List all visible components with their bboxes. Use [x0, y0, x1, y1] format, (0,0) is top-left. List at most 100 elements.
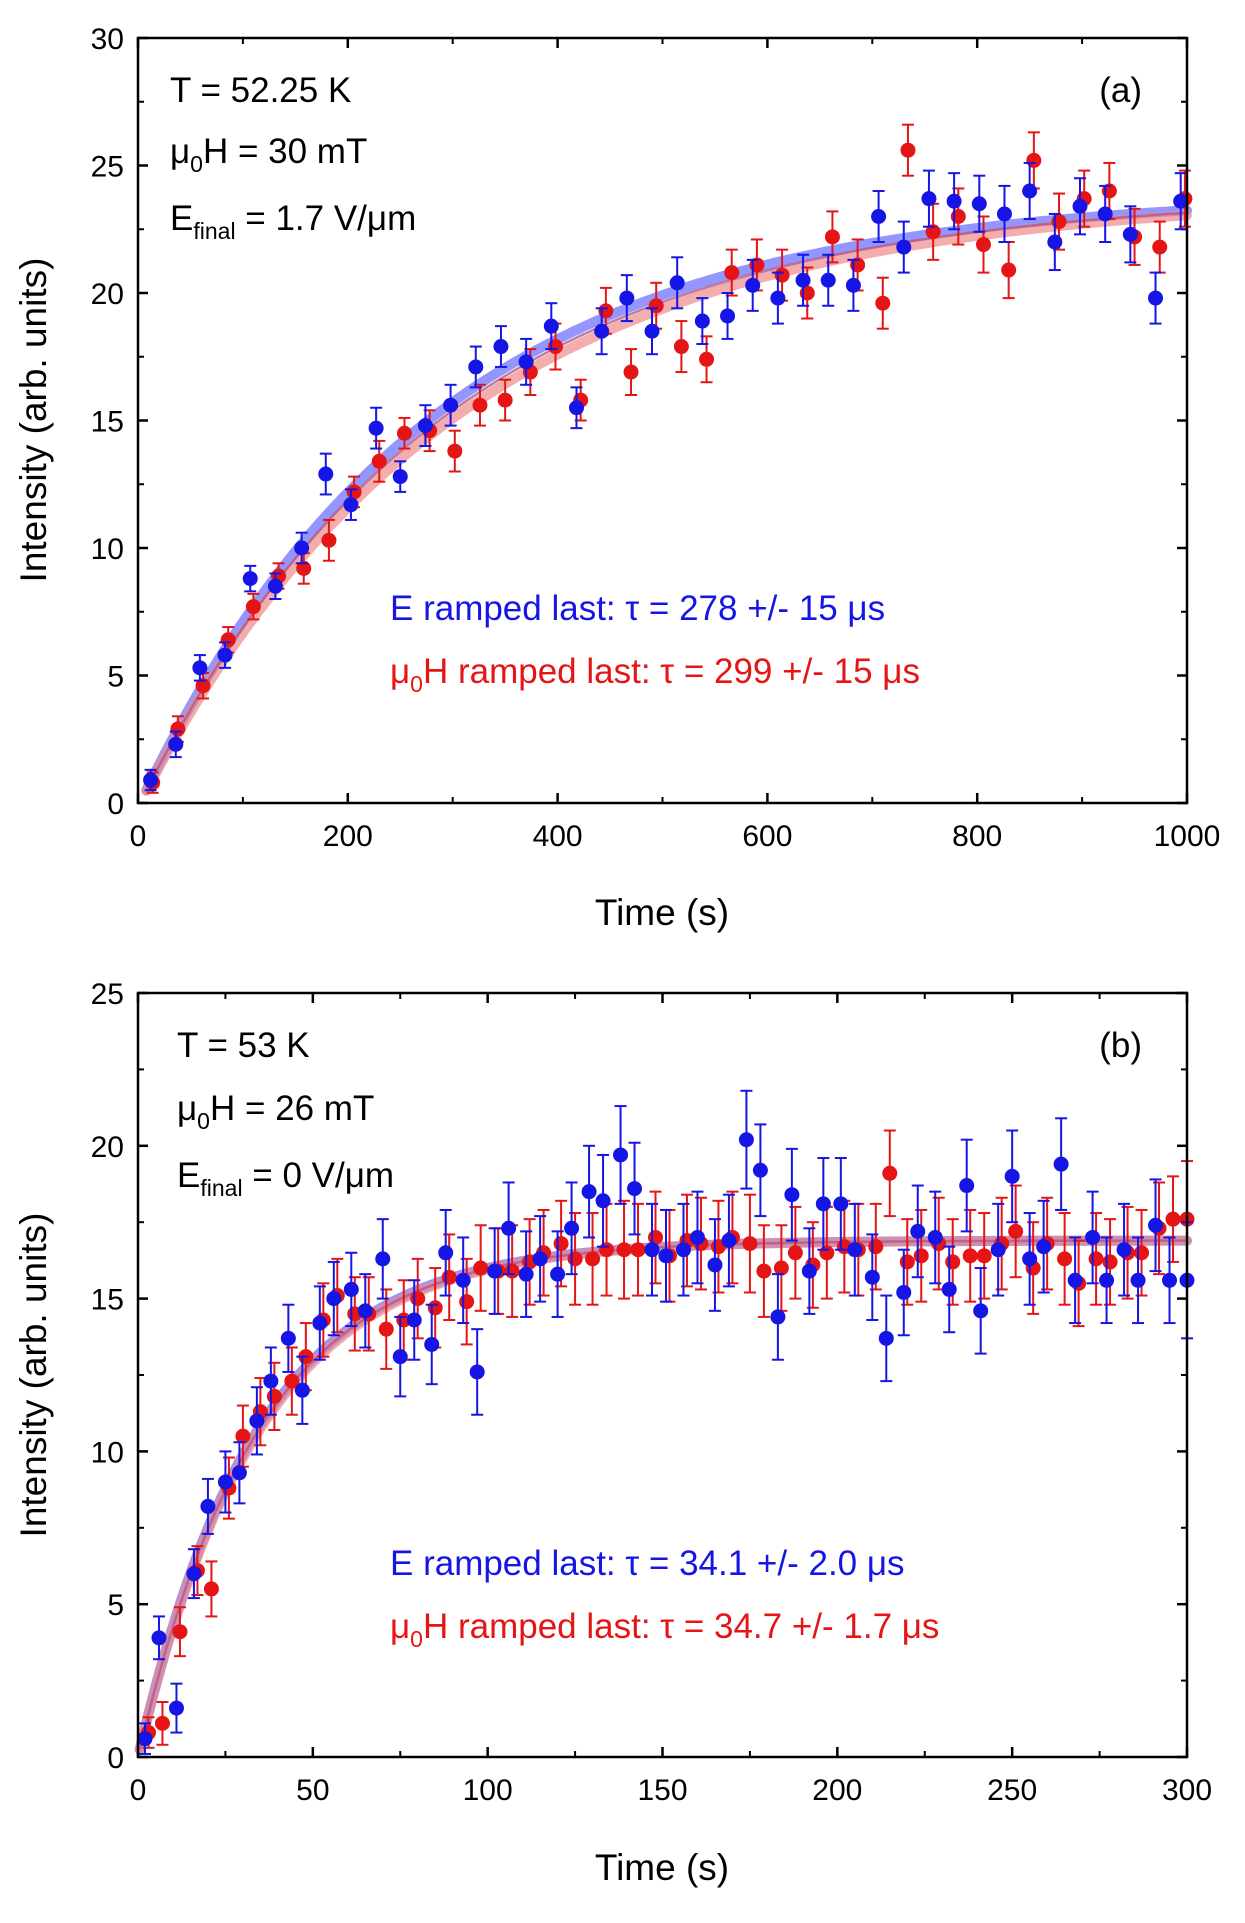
panel-b-legend-red: μ0H ramped last: τ = 34.7 +/- 1.7 μs [390, 1607, 939, 1652]
panel-b-red-point [899, 1254, 915, 1270]
panel-a-blue-point [1097, 206, 1113, 222]
panel-a-series-red [145, 123, 1193, 794]
panel-a-red-point [724, 265, 740, 281]
panel-b-blue-point [564, 1220, 580, 1236]
panel-b-blue-point [1053, 1156, 1069, 1172]
panel-b-ytick-label-5: 25 [91, 978, 124, 1011]
panel-b-series-red [140, 1129, 1195, 1749]
panel-b-red-point [1088, 1251, 1104, 1267]
panel-b-xtick-label-0: 0 [130, 1774, 147, 1807]
panel-a-fit-curve-red [141, 210, 1192, 796]
panel-a-blue-point [468, 359, 484, 375]
panel-b-fit-curve-core [138, 1239, 1187, 1750]
panel-b-ytick-label-3: 15 [91, 1284, 124, 1317]
panel-b-blue-point [927, 1229, 943, 1245]
panel-a-blue-point [896, 239, 912, 255]
panel-a-annotation-efield: Efinal = 1.7 V/μm [170, 199, 416, 244]
panel-a: 0 200 400 600 800 1000 0 5 10 15 20 25 30 T = 52.25 … [13, 23, 1220, 933]
panel-b-blue-point [1067, 1272, 1083, 1288]
panel-b-blue-point [1036, 1239, 1052, 1255]
panel-a-blue-point [871, 209, 887, 224]
panel-b-red-point [616, 1242, 632, 1258]
panel-b-blue-point [186, 1566, 202, 1582]
panel-b-red-point [410, 1291, 426, 1307]
panel-b-blue-point [280, 1330, 296, 1346]
panel-a-blue-point [971, 196, 987, 212]
panel-b-blue-point [1085, 1229, 1101, 1245]
panel-b-blue-point [878, 1330, 894, 1346]
panel-b-blue-point [721, 1233, 737, 1249]
panel-a-red-point [1026, 152, 1042, 168]
panel-b-fit-curves [134, 1235, 1192, 1755]
panel-b-blue-point [801, 1263, 817, 1279]
panel-a-red-point [900, 142, 916, 158]
panel-b-blue-point [752, 1162, 768, 1178]
panel-a-xtick-label-0: 0 [130, 820, 147, 853]
panel-a-ytick-label-3: 15 [91, 406, 124, 439]
panel-a-red-point [975, 237, 991, 253]
panel-a-blue-point [594, 323, 610, 339]
panel-b-red-point [868, 1239, 884, 1255]
panel-b-red-point [1134, 1245, 1150, 1261]
panel-a-xtick-label-5: 1000 [1154, 820, 1221, 853]
panel-b-blue-point [357, 1303, 373, 1319]
panel-b-blue-point [658, 1248, 674, 1264]
panel-b-blue-point [487, 1263, 503, 1279]
panel-a-red-point [1152, 239, 1168, 255]
panel-b-red-point [172, 1624, 188, 1640]
panel-b-xtick-label-6: 300 [1162, 1774, 1212, 1807]
panel-b-blue-point [518, 1266, 534, 1282]
panel-b-red-point [441, 1269, 457, 1285]
panel-b-annotation-temperature: T = 53 K [177, 1026, 310, 1065]
panel-b-red-point [567, 1251, 583, 1267]
panel-b-blue-point [312, 1315, 328, 1331]
panel-b-blue-point [392, 1349, 408, 1365]
panel-b-annotation-efield: Efinal = 0 V/μm [177, 1156, 394, 1201]
panel-a-blue-point [392, 469, 408, 485]
panel-b-red-point [962, 1248, 978, 1264]
panel-b-series-blue [137, 1089, 1195, 1755]
panel-a-annotation-field-rest: H = 30 mT [203, 132, 367, 171]
panel-b-blue-point [455, 1272, 471, 1288]
panel-b-xtick-label-3: 150 [637, 1774, 687, 1807]
panel-a-ytick-label-5: 25 [91, 151, 124, 184]
panel-a-ytick-label-0: 0 [107, 788, 124, 821]
panel-a-fit-curve-blue [141, 205, 1192, 795]
panel-a-legend-red-mu: μ [390, 652, 410, 691]
panel-a-red-point [220, 632, 236, 648]
panel-b-annotation-field-sub: 0 [197, 1108, 210, 1134]
panel-a-annotation-temperature: T = 52.25 K [170, 71, 351, 110]
panel-a-annotation-field-sub: 0 [190, 151, 203, 177]
panel-a-blue-point [720, 308, 736, 324]
panel-a-blue-point [795, 272, 811, 288]
panel-a-blue-point [242, 571, 258, 587]
panel-a-blue-point [1148, 290, 1164, 306]
panel-b-legend-red-rest: H ramped last: τ = 34.7 +/- 1.7 μs [423, 1607, 939, 1646]
panel-a-blue-point [443, 397, 459, 413]
panel-b-blue-point [1148, 1217, 1164, 1233]
panel-a-blue-point [518, 354, 534, 370]
panel-b-blue-point [707, 1257, 723, 1273]
panel-a-blue-point [770, 290, 786, 306]
panel-a-ylabel: Intensity (arb. units) [13, 258, 54, 583]
panel-a-annotation-field-mu: μ [170, 132, 190, 171]
panel-a-red-point [346, 484, 362, 500]
panel-a-blue-point [996, 206, 1012, 222]
panel-a-red-point [673, 339, 689, 355]
panel-b-blue-point [595, 1193, 611, 1209]
panel-b-fit-curve-blue [134, 1235, 1192, 1755]
panel-a-annotation-efield-rest: = 1.7 V/μm [236, 199, 417, 238]
panel-b-blue-point [864, 1269, 880, 1285]
panel-a-blue-point [1122, 226, 1138, 242]
panel-b-red-point [585, 1251, 601, 1267]
panel-b-blue-point [424, 1336, 440, 1352]
panel-b-red-point [756, 1263, 772, 1279]
panel-a-red-point [245, 599, 261, 615]
panel-b-red-point [235, 1428, 251, 1444]
panel-b-blue-point [770, 1309, 786, 1325]
panel-a-red-point [371, 453, 387, 469]
panel-a-ytick-label-1: 5 [107, 661, 124, 694]
panel-a-xlabel: Time (s) [595, 892, 729, 933]
panel-b-blue-point [613, 1147, 629, 1163]
